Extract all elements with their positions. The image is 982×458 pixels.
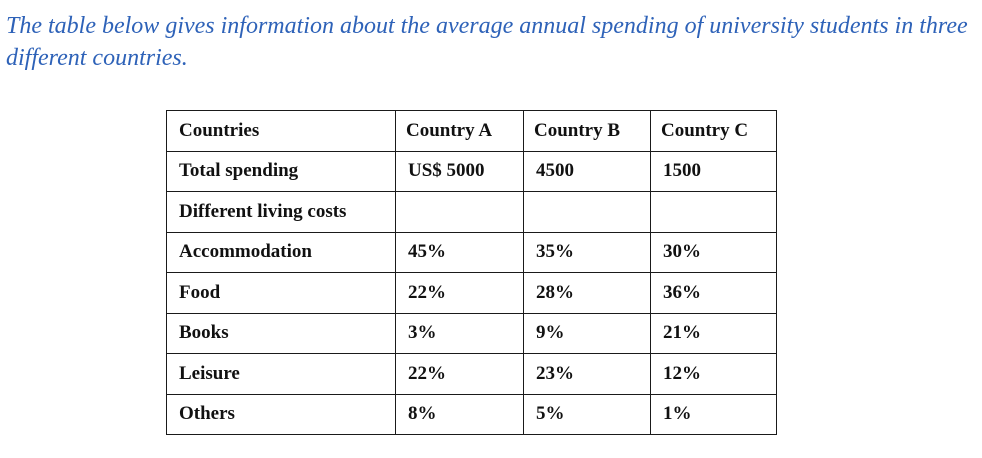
row-label: Books <box>166 312 396 354</box>
value-cell: 3% <box>395 312 524 354</box>
value-cell: 12% <box>650 353 777 395</box>
value-cell: 28% <box>523 272 651 314</box>
table-row: Others 8% 5% 1% <box>166 393 777 435</box>
value-cell: 22% <box>395 353 524 395</box>
value-cell: 23% <box>523 353 651 395</box>
table-row: Accommodation 45% 35% 30% <box>166 231 777 273</box>
intro-text: The table below gives information about … <box>6 13 968 71</box>
value-cell: 36% <box>650 272 777 314</box>
value-cell <box>395 191 524 233</box>
row-label: Accommodation <box>166 231 396 273</box>
value-cell: 45% <box>395 231 524 273</box>
value-cell: 4500 <box>523 150 651 192</box>
table-row: Food 22% 28% 36% <box>166 272 777 314</box>
row-label: Food <box>166 272 396 314</box>
value-cell <box>650 191 777 233</box>
table-row: Books 3% 9% 21% <box>166 312 777 354</box>
header-cell-countries: Countries <box>166 110 396 152</box>
header-cell-country-c: Country C <box>650 110 777 152</box>
row-label: Total spending <box>166 150 396 192</box>
value-cell: 35% <box>523 231 651 273</box>
value-cell: 22% <box>395 272 524 314</box>
value-cell: 5% <box>523 393 651 435</box>
header-cell-country-b: Country B <box>523 110 651 152</box>
value-cell: 1% <box>650 393 777 435</box>
value-cell: 8% <box>395 393 524 435</box>
row-label: Leisure <box>166 353 396 395</box>
value-cell <box>523 191 651 233</box>
spending-table: Countries Country A Country B Country C Tota… <box>166 110 777 435</box>
value-cell: 9% <box>523 312 651 354</box>
value-cell: 21% <box>650 312 777 354</box>
header-cell-country-a: Country A <box>395 110 524 152</box>
table-header-row: Countries Country A Country B Country C <box>166 110 777 152</box>
table-row: Different living costs <box>166 191 777 233</box>
value-cell: 1500 <box>650 150 777 192</box>
table-row: Total spending US$ 5000 4500 1500 <box>166 150 777 192</box>
row-label: Different living costs <box>166 191 396 233</box>
value-cell: 30% <box>650 231 777 273</box>
value-cell: US$ 5000 <box>395 150 524 192</box>
table-row: Leisure 22% 23% 12% <box>166 353 777 395</box>
row-label: Others <box>166 393 396 435</box>
